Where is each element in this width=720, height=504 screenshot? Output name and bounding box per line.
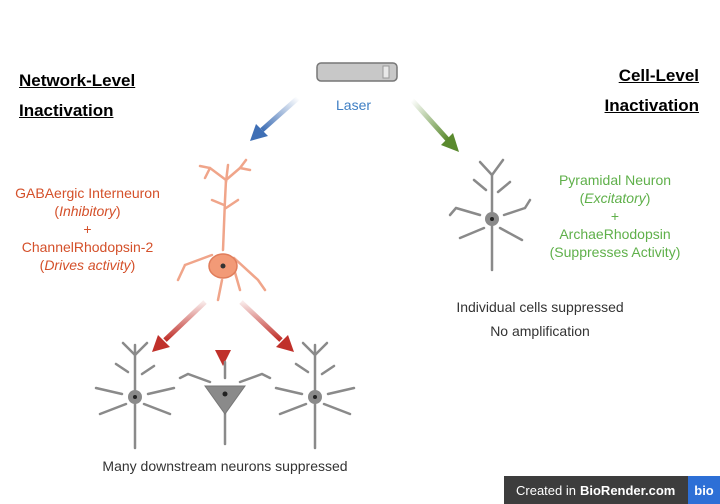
green-laser-arrow xyxy=(410,98,459,152)
interneuron-name: GABAergic Interneuron xyxy=(15,185,160,201)
network-level-caption: Many downstream neurons suppressed xyxy=(102,458,348,474)
cell-level-caption-line1: Individual cells suppressed xyxy=(456,299,624,315)
red-arrow-right xyxy=(239,300,294,352)
pyramidal-nucleus xyxy=(490,217,494,221)
blue-laser-arrow xyxy=(250,96,300,141)
biorender-badge[interactable]: Created in BioRender.com bio xyxy=(504,476,720,504)
pyramidal-plus: + xyxy=(610,208,620,224)
biorender-logo-icon: bio xyxy=(688,476,720,504)
downstream-soma-center xyxy=(204,385,246,415)
badge-brand: BioRender.com xyxy=(579,482,676,498)
pyramidal-description: Pyramidal Neuron (Excitatory) + ArchaeRh… xyxy=(530,171,700,261)
laser-label: Laser xyxy=(336,97,372,113)
cell-level-line2: Inactivation xyxy=(604,96,699,115)
interneuron-plus: + xyxy=(83,221,92,237)
cell-level-line1: Cell-Level xyxy=(618,66,699,85)
cell-level-caption-line2: No amplification xyxy=(490,323,590,339)
cell-level-caption: Individual cells suppressed No amplifica… xyxy=(420,295,660,343)
laser-icon xyxy=(316,62,398,82)
network-level-line2: Inactivation xyxy=(19,101,114,120)
opsin-effect-right: (Suppresses Activity) xyxy=(549,244,681,260)
downstream-nucleus-left xyxy=(133,395,137,399)
red-arrow-center xyxy=(215,302,231,366)
downstream-neuron-right xyxy=(274,341,356,450)
interneuron-nucleus xyxy=(220,263,226,269)
pyramidal-neuron-gray xyxy=(448,158,532,272)
network-level-heading: Network-Level Inactivation xyxy=(19,66,135,126)
red-arrow-left xyxy=(152,300,207,352)
downstream-nucleus-center xyxy=(222,391,228,397)
badge-prefix: Created in xyxy=(516,482,576,498)
network-level-line1: Network-Level xyxy=(19,71,136,90)
pyramidal-type: (Excitatory) xyxy=(579,190,651,206)
pyramidal-name: Pyramidal Neuron xyxy=(558,172,672,188)
downstream-nucleus-right xyxy=(313,395,317,399)
interneuron-orange xyxy=(176,158,267,302)
opsin-effect-left: (Drives activity) xyxy=(39,257,136,273)
interneuron-description: GABAergic Interneuron (Inhibitory) + Cha… xyxy=(0,184,175,274)
interneuron-type: (Inhibitory) xyxy=(54,203,121,219)
opsin-name-right: ArchaeRhodopsin xyxy=(559,226,671,242)
opsin-name-left: ChannelRhodopsin-2 xyxy=(21,239,154,255)
cell-level-heading: Cell-Level Inactivation xyxy=(605,61,699,121)
